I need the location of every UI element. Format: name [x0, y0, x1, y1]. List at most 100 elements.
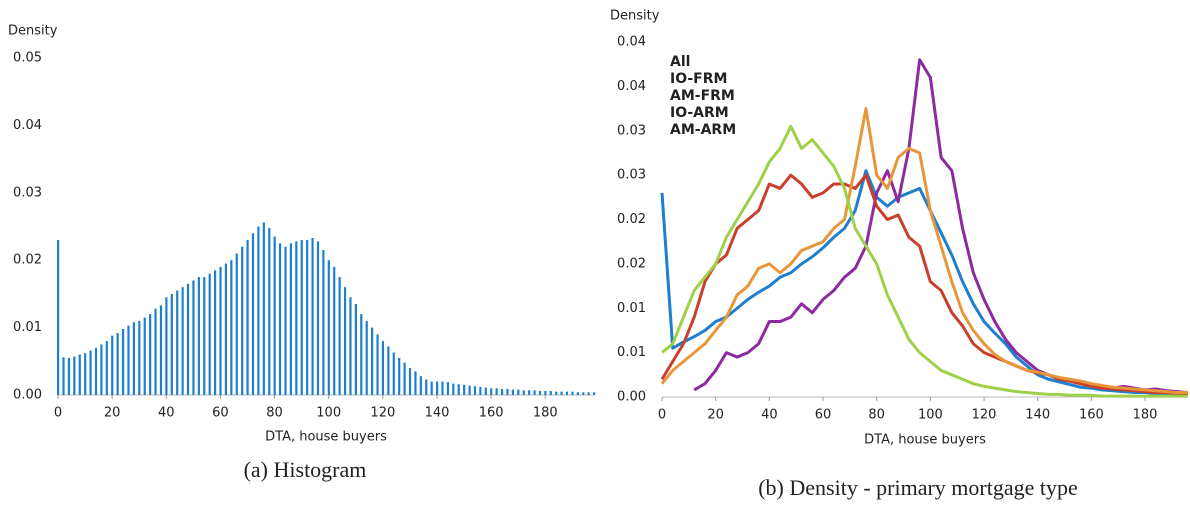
caption: (b) Density - primary mortgage type: [758, 475, 1078, 500]
bar: [89, 350, 92, 395]
bar: [257, 226, 260, 395]
bar: [154, 308, 157, 395]
bar: [300, 239, 303, 395]
bar: [192, 280, 195, 395]
legend-label: IO-ARM: [670, 105, 729, 121]
bar: [457, 384, 460, 395]
bar: [544, 390, 547, 395]
legend-label: AM-ARM: [670, 122, 736, 138]
bar: [484, 387, 487, 395]
x-tick-label: 40: [158, 406, 175, 421]
bar: [78, 354, 81, 395]
bar: [425, 379, 428, 395]
bar: [268, 227, 271, 395]
bar: [560, 391, 563, 395]
bar: [149, 314, 152, 395]
y-tick-label: 0.01: [617, 345, 646, 360]
y-tick-label: 0.03: [617, 123, 646, 138]
bar: [495, 388, 498, 395]
bar: [582, 392, 585, 395]
bar: [333, 266, 336, 395]
legend-label: IO-FRM: [670, 71, 727, 87]
x-tick-label: 180: [1133, 408, 1158, 423]
y-tick-label: 0.02: [13, 253, 42, 268]
bar: [105, 341, 108, 395]
bar: [354, 304, 357, 395]
bar: [576, 392, 579, 395]
bar: [452, 383, 455, 395]
bar: [387, 346, 390, 395]
x-tick-label: 0: [658, 408, 666, 423]
bar: [159, 305, 163, 395]
bar: [62, 357, 65, 395]
bar: [311, 237, 314, 395]
x-tick-label: 180: [533, 406, 558, 421]
x-tick-label: 60: [815, 408, 832, 423]
bar: [435, 381, 439, 395]
bar: [338, 277, 341, 395]
y-tick-label: 0.03: [617, 168, 646, 183]
x-tick-label: 60: [212, 406, 229, 421]
y-tick-label: 0.00: [13, 388, 42, 403]
bar: [116, 332, 119, 395]
bar: [132, 322, 135, 395]
y-tick-label: 0.02: [617, 256, 646, 271]
legend-label: All: [670, 54, 690, 70]
y-tick-label: 0.05: [13, 51, 42, 66]
bar: [100, 344, 103, 395]
bar: [214, 270, 217, 395]
series-line: [693, 58, 1189, 395]
y-axis-label: Density: [610, 9, 660, 24]
y-tick-label: 0.00: [617, 390, 646, 405]
x-tick-label: 100: [918, 408, 943, 423]
bar: [522, 390, 525, 395]
x-tick-label: 80: [868, 408, 885, 423]
bar: [143, 317, 146, 395]
bar: [511, 389, 514, 395]
bar: [284, 246, 287, 395]
bar: [555, 391, 558, 395]
series-line: [660, 173, 1188, 395]
bar: [67, 357, 71, 395]
y-tick-label: 0.04: [617, 79, 646, 94]
x-tick-label: 80: [266, 406, 283, 421]
bar: [414, 371, 417, 395]
x-axis-label: DTA, house buyers: [265, 430, 387, 445]
x-tick-label: 160: [479, 406, 504, 421]
bar: [306, 239, 309, 395]
bar: [500, 388, 504, 395]
bar: [538, 390, 542, 395]
bar: [197, 277, 200, 395]
bar: [446, 382, 450, 395]
bar: [408, 368, 412, 395]
bar: [381, 341, 385, 395]
bar: [251, 233, 255, 395]
bar: [587, 392, 590, 395]
bar: [219, 266, 222, 395]
bar: [533, 390, 536, 395]
bar: [170, 293, 173, 395]
bar: [138, 320, 141, 395]
bar: [278, 243, 282, 395]
bar: [517, 389, 520, 395]
bar: [463, 384, 466, 395]
bar: [398, 357, 401, 395]
bar: [73, 356, 76, 395]
bar: [121, 328, 125, 395]
bar: [365, 320, 368, 395]
bar: [441, 381, 444, 395]
x-tick-label: 140: [1025, 408, 1050, 423]
bar: [430, 381, 433, 395]
bar: [392, 352, 395, 395]
bar: [208, 273, 211, 395]
bar: [403, 362, 406, 395]
bar: [593, 392, 596, 395]
y-tick-label: 0.04: [13, 118, 42, 133]
y-tick-label: 0.02: [617, 212, 646, 227]
series-line: [661, 124, 1188, 398]
x-tick-label: 40: [761, 408, 778, 423]
legend-label: AM-FRM: [670, 88, 735, 104]
series-line: [660, 107, 1188, 395]
bar: [176, 290, 179, 395]
